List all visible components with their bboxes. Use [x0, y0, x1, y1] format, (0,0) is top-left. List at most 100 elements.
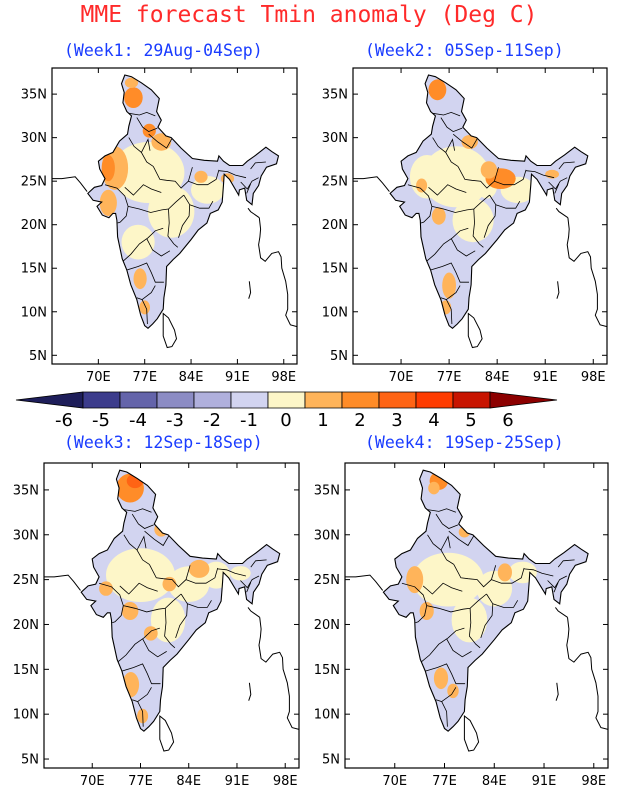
colorbar-segment [304, 391, 343, 409]
coastline [353, 176, 390, 192]
x-tick-label: 91E [225, 370, 250, 385]
colorbar-label: -5 [92, 410, 110, 431]
anomaly-patch [142, 123, 156, 138]
india-outline [80, 469, 281, 732]
state-boundary [553, 582, 559, 593]
anomaly-patch [461, 135, 478, 149]
state-boundary [435, 513, 459, 529]
sri-lanka-outline [467, 312, 483, 349]
anomaly-patch [151, 133, 172, 151]
y-tick-label: 35N [314, 483, 340, 498]
state-boundary [187, 600, 212, 608]
state-boundary [524, 568, 554, 577]
coastline [248, 281, 252, 299]
state-boundary [142, 638, 167, 658]
y-tick-label: 20N [322, 218, 348, 233]
state-boundary [425, 663, 466, 685]
colorbar-label: 6 [502, 410, 513, 431]
coastline [556, 281, 560, 299]
india-outline [382, 469, 589, 732]
panel-title-week2: (Week2: 05Sep-11Sep) [365, 41, 564, 60]
state-boundary [141, 285, 156, 300]
coastline [258, 217, 298, 328]
anomaly-patch [442, 272, 456, 299]
y-tick-label: 15N [314, 663, 340, 678]
y-tick-label: 35N [322, 88, 348, 103]
anomaly-patch [406, 566, 424, 594]
y-tick-label: 15N [13, 663, 39, 678]
anomaly-patch [121, 602, 139, 620]
colorbar-label: -6 [55, 410, 73, 431]
state-boundary [136, 535, 147, 551]
india-outline [87, 74, 280, 330]
x-tick-label: 91E [225, 774, 250, 789]
x-tick-label: 84E [482, 774, 507, 789]
anomaly-patch [188, 559, 210, 578]
state-boundary [128, 194, 185, 213]
colorbar-label: 3 [391, 410, 402, 431]
coastline [345, 574, 384, 591]
anomaly-patch [124, 87, 143, 108]
coastline [52, 176, 88, 192]
anomaly-patch [230, 566, 251, 581]
state-boundary [428, 184, 467, 196]
y-tick-label: 25N [322, 175, 348, 190]
state-boundary [126, 262, 164, 283]
state-boundary [175, 593, 188, 639]
anomaly-patch [99, 189, 117, 216]
state-boundary [128, 111, 156, 117]
y-tick-label: 35N [13, 483, 39, 498]
state-boundary [446, 638, 472, 658]
anomaly-patch [121, 224, 155, 260]
state-boundary [124, 184, 162, 196]
state-boundary [452, 133, 479, 149]
colorbar-segment [489, 391, 558, 409]
x-tick-label: 84E [179, 370, 204, 385]
state-boundary [468, 608, 481, 649]
map-panel-week1: 70E 77E 84E 91E 98E 5N 10N 15N 20N 25N 30N 35N [21, 67, 298, 385]
state-boundary [189, 201, 214, 209]
state-boundary [185, 567, 219, 584]
coastline [258, 617, 300, 730]
anomaly-patch [191, 176, 225, 204]
y-tick-label: 25N [314, 573, 340, 588]
x-tick-label: 77E [132, 370, 157, 385]
anomaly-patch [452, 198, 494, 243]
colorbar-label: 0 [280, 410, 291, 431]
coastline [248, 682, 252, 701]
anomaly-patch [497, 563, 512, 582]
y-tick-label: 15N [322, 262, 348, 277]
colorbar: -6 -5 -4 -3 -2 -1 0 1 2 3 4 5 6 [15, 391, 558, 431]
x-tick-label: 70E [389, 370, 414, 385]
state-boundary [548, 177, 568, 190]
y-tick-label: 30N [13, 528, 39, 543]
y-tick-label: 30N [322, 131, 348, 146]
sri-lanka-outline [159, 714, 175, 752]
state-boundary [558, 161, 575, 170]
state-boundary [491, 567, 525, 584]
state-boundary [250, 161, 266, 170]
x-tick-label: 77E [128, 774, 153, 789]
state-boundary [440, 535, 451, 551]
colorbar-label: -2 [203, 410, 221, 431]
state-boundary [132, 699, 144, 727]
x-tick-label: 98E [273, 774, 298, 789]
state-boundary [525, 170, 555, 179]
map-frame [352, 67, 608, 365]
coastline [566, 217, 608, 328]
y-tick-label: 30N [314, 528, 340, 543]
colorbar-segment [193, 391, 232, 409]
anomaly-patch [143, 626, 158, 641]
anomaly-base-fill [81, 470, 280, 732]
anomaly-patch [480, 161, 498, 179]
colorbar-segment [82, 391, 121, 409]
map-panel-week3: 70E 77E 84E 91E 98E 5N 10N 15N 20N 25N 30N 35N [13, 462, 300, 789]
y-tick-label: 30N [21, 131, 47, 146]
sri-lanka-outline [162, 312, 178, 349]
panel-title-week4: (Week4: 19Sep-25Sep) [365, 433, 564, 452]
map-frame [344, 462, 609, 769]
colorbar-label: 4 [428, 410, 439, 431]
colorbar-label: -3 [166, 410, 184, 431]
y-tick-label: 20N [21, 218, 47, 233]
anomaly-patch [194, 170, 208, 183]
